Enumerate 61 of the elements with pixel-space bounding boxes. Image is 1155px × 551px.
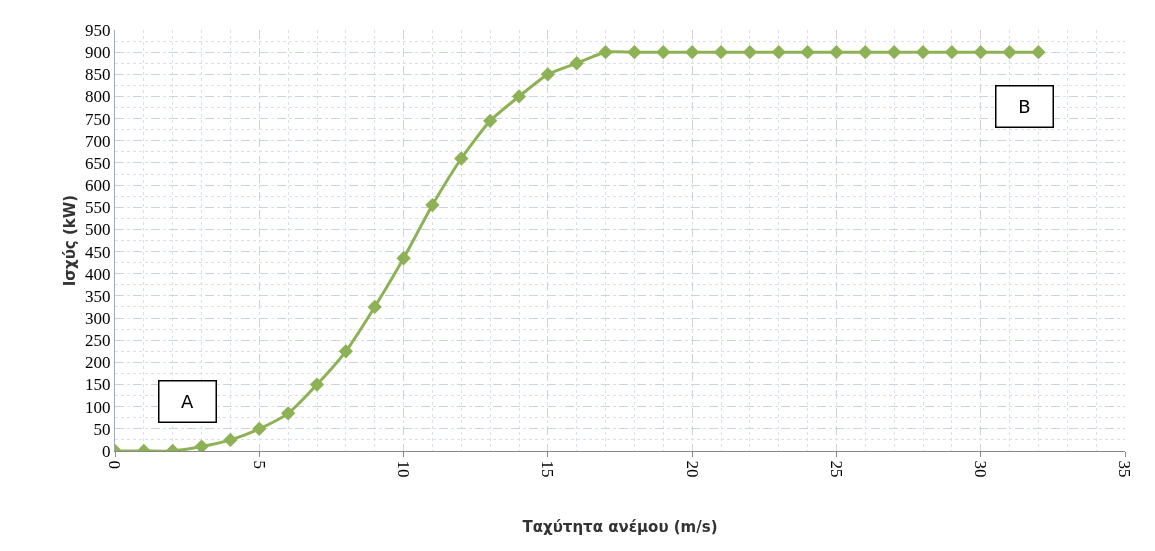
- y-axis-title: Ισχύς (kW): [61, 194, 80, 287]
- point: [252, 421, 267, 436]
- y-tick-label: 450: [85, 242, 111, 262]
- point: [829, 45, 844, 60]
- y-tick-label: 50: [93, 419, 111, 439]
- y-tick-label: 850: [85, 65, 111, 85]
- point: [511, 89, 527, 104]
- y-tick-label: 100: [85, 397, 111, 417]
- y-tick-label: 600: [85, 176, 111, 196]
- point: [396, 251, 411, 266]
- x-tick-label: 25: [826, 460, 846, 478]
- y-tick-label: 350: [85, 286, 111, 306]
- x-tick-label: 20: [682, 460, 702, 478]
- point: [713, 45, 729, 60]
- y-tick-label: 700: [85, 131, 111, 151]
- y-tick-label: 950: [85, 20, 111, 40]
- point: [1031, 45, 1046, 60]
- annotation: A: [181, 391, 194, 412]
- y-tick-label: 150: [85, 375, 111, 395]
- point: [223, 432, 238, 448]
- x-tick-label: 10: [394, 460, 414, 478]
- y-tick-label: 750: [85, 109, 111, 129]
- y-tick-label: 250: [85, 331, 111, 351]
- point: [280, 406, 296, 421]
- y-tick-label: 800: [85, 87, 111, 107]
- point: [800, 45, 815, 60]
- point: [742, 45, 758, 60]
- point: [540, 67, 556, 82]
- x-axis-title: Ταχύτητα ανέμου (m/s): [522, 518, 718, 537]
- point: [194, 439, 209, 451]
- point: [309, 377, 325, 392]
- x-tick-label: 30: [971, 460, 991, 478]
- point: [771, 45, 786, 60]
- point: [425, 197, 440, 213]
- point: [656, 45, 671, 60]
- point: [569, 56, 584, 71]
- point: [915, 45, 931, 60]
- point: [858, 45, 873, 60]
- point: [627, 45, 642, 60]
- x-tick-label: 15: [538, 460, 558, 478]
- y-tick-label: 550: [85, 198, 111, 218]
- point: [367, 299, 382, 315]
- y-tick-label: 650: [85, 153, 111, 173]
- x-tick-label: 5: [249, 460, 269, 469]
- point: [886, 45, 902, 60]
- point: [598, 45, 613, 60]
- point: [338, 344, 354, 359]
- annotation: B: [1018, 96, 1031, 117]
- point: [1002, 45, 1017, 60]
- point: [482, 113, 498, 128]
- y-tick-label: 900: [85, 43, 111, 63]
- point: [684, 45, 700, 60]
- y-tick-label: 500: [85, 220, 111, 240]
- y-tick-label: 400: [85, 264, 111, 284]
- y-tick-label: 200: [85, 353, 111, 373]
- point: [944, 45, 960, 60]
- x-tick-label: 0: [105, 460, 125, 469]
- point: [454, 151, 469, 166]
- point: [973, 45, 988, 60]
- y-tick-label: 300: [85, 309, 111, 328]
- x-tick-label: 35: [1115, 460, 1135, 478]
